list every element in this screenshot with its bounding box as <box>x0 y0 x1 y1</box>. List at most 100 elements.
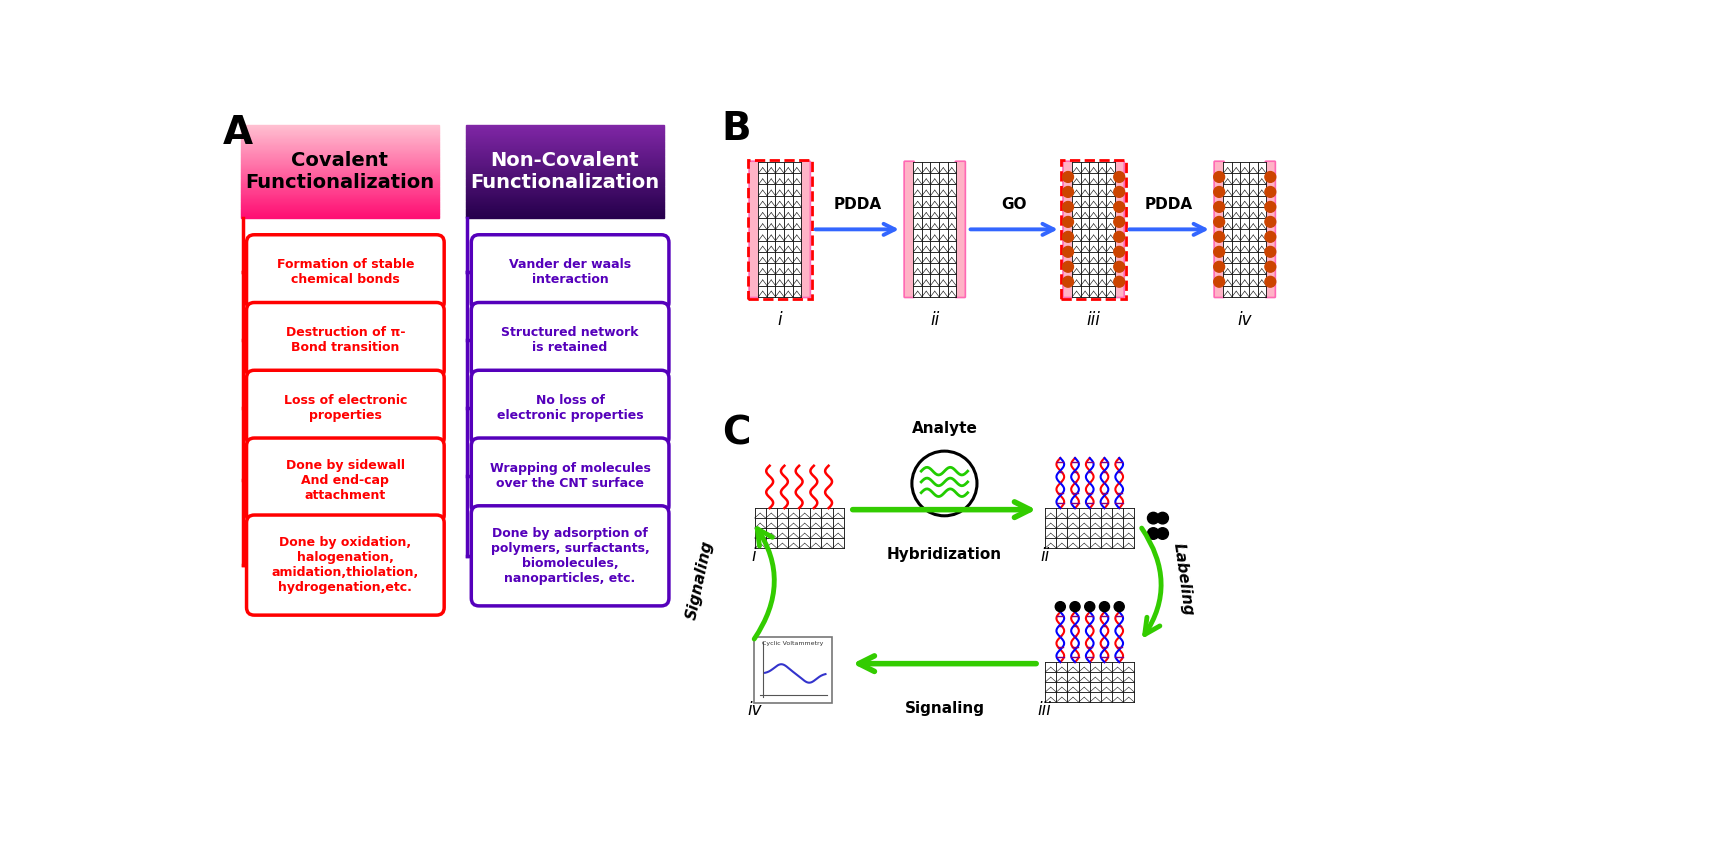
Bar <box>1046 662 1135 702</box>
Bar <box>466 188 664 189</box>
Text: Done by adsorption of
polymers, surfactants,
biomolecules,
nanoparticles, etc.: Done by adsorption of polymers, surfacta… <box>491 527 649 585</box>
Bar <box>241 143 438 144</box>
Bar <box>241 181 438 182</box>
Text: Done by sidewall
And end-cap
attachment: Done by sidewall And end-cap attachment <box>286 459 404 502</box>
Circle shape <box>1265 202 1275 212</box>
Bar <box>466 151 664 152</box>
Bar <box>466 213 664 215</box>
FancyBboxPatch shape <box>247 302 443 378</box>
Bar <box>241 216 438 218</box>
Bar <box>466 153 664 155</box>
Bar <box>241 160 438 161</box>
Text: Loss of electronic
properties: Loss of electronic properties <box>284 394 407 422</box>
Bar <box>241 126 438 128</box>
Bar <box>466 156 664 158</box>
Bar <box>466 158 664 159</box>
Circle shape <box>1214 231 1224 242</box>
Bar <box>241 152 438 153</box>
Bar <box>241 161 438 162</box>
Circle shape <box>1063 277 1073 287</box>
Bar <box>241 197 438 198</box>
Circle shape <box>1115 172 1125 182</box>
Bar <box>241 190 438 192</box>
FancyBboxPatch shape <box>955 161 966 297</box>
FancyBboxPatch shape <box>1214 161 1224 297</box>
Bar <box>466 144 664 145</box>
Bar <box>241 193 438 195</box>
FancyBboxPatch shape <box>247 370 443 446</box>
Bar <box>466 140 664 142</box>
Circle shape <box>1115 261 1125 272</box>
Bar <box>466 185 664 186</box>
Text: Done by oxidation,
halogenation,
amidation,thiolation,
hydrogenation,etc.: Done by oxidation, halogenation, amidati… <box>272 536 419 594</box>
Circle shape <box>1115 202 1125 212</box>
Text: A: A <box>223 114 253 152</box>
Bar <box>914 162 955 296</box>
Bar <box>1072 162 1115 296</box>
Bar <box>466 129 664 130</box>
Bar <box>466 202 664 203</box>
Bar <box>241 148 438 149</box>
Circle shape <box>1265 231 1275 242</box>
Text: Vander der waals
interaction: Vander der waals interaction <box>508 259 632 287</box>
Bar <box>241 128 438 129</box>
Bar <box>466 159 664 160</box>
Bar <box>466 182 664 183</box>
Bar <box>466 198 664 199</box>
Bar <box>241 174 438 175</box>
FancyBboxPatch shape <box>471 370 669 446</box>
Circle shape <box>1265 186 1275 198</box>
Circle shape <box>1055 601 1065 612</box>
Bar <box>466 170 664 172</box>
FancyBboxPatch shape <box>247 438 443 523</box>
FancyBboxPatch shape <box>1265 161 1275 297</box>
Bar <box>466 192 664 193</box>
Bar <box>466 167 664 168</box>
Bar <box>241 180 438 181</box>
FancyBboxPatch shape <box>750 161 758 297</box>
Bar <box>466 142 664 143</box>
Text: ii: ii <box>930 311 940 329</box>
Text: iv: iv <box>1238 311 1251 329</box>
Bar <box>241 205 438 206</box>
Bar <box>241 200 438 202</box>
Bar <box>466 145 664 146</box>
Bar <box>466 143 664 144</box>
Circle shape <box>1063 172 1073 182</box>
Circle shape <box>1265 172 1275 182</box>
Circle shape <box>1265 261 1275 272</box>
FancyBboxPatch shape <box>471 438 669 514</box>
Text: GO: GO <box>1002 198 1027 212</box>
Bar <box>466 212 664 213</box>
Circle shape <box>1099 601 1109 612</box>
Circle shape <box>1214 277 1224 287</box>
Circle shape <box>1157 512 1168 524</box>
Bar <box>241 158 438 159</box>
Text: iii: iii <box>1037 701 1051 719</box>
Bar <box>241 196 438 197</box>
Circle shape <box>1147 527 1159 539</box>
Bar <box>241 137 438 138</box>
Bar <box>241 156 438 158</box>
Circle shape <box>1063 247 1073 257</box>
Text: PDDA: PDDA <box>1145 198 1193 212</box>
Circle shape <box>1214 261 1224 272</box>
Bar <box>466 204 664 205</box>
Bar <box>466 131 664 132</box>
Text: Analyte: Analyte <box>911 421 978 436</box>
Bar <box>466 138 664 139</box>
Bar <box>466 173 664 174</box>
FancyBboxPatch shape <box>471 235 669 310</box>
Bar <box>466 205 664 206</box>
Bar <box>241 145 438 146</box>
Text: Destruction of π-
Bond transition: Destruction of π- Bond transition <box>286 326 406 354</box>
Bar <box>241 206 438 207</box>
Circle shape <box>1214 216 1224 228</box>
Circle shape <box>1115 247 1125 257</box>
Text: Wrapping of molecules
over the CNT surface: Wrapping of molecules over the CNT surfa… <box>490 462 651 490</box>
FancyBboxPatch shape <box>1115 161 1125 297</box>
Bar <box>241 131 438 132</box>
Text: i: i <box>777 311 782 329</box>
Bar <box>466 169 664 170</box>
Circle shape <box>1115 277 1125 287</box>
